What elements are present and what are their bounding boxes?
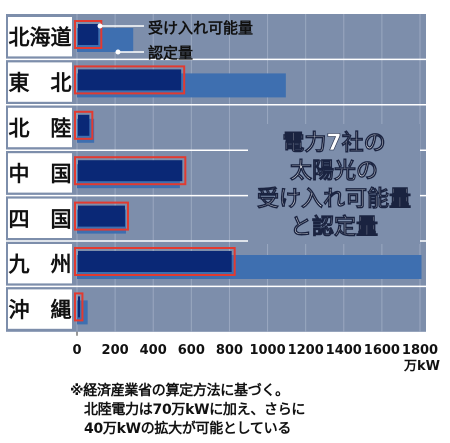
chart-title-line: と認定量 [290, 214, 378, 240]
bar-accepted [78, 24, 99, 45]
category-label-box [8, 17, 72, 57]
category-label: 北海道 [9, 26, 72, 50]
x-tick-label: 400 [140, 343, 167, 358]
bar-accepted-outline [74, 247, 236, 276]
bar-accepted [78, 160, 183, 182]
chart-title-line: 受け入れ可能量 [257, 186, 411, 212]
footnote-line-1: ※経済産業省の算定方法に基づく。 [70, 383, 289, 399]
category-label: 九 州 [8, 253, 72, 277]
footnote-line-3: 40万kWの拡大が可能としている [84, 421, 292, 437]
category-label: 沖 縄 [9, 298, 72, 322]
category-label-box [8, 107, 72, 148]
category-label: 中 国 [9, 162, 72, 186]
category-label-box [8, 153, 72, 193]
category-label: 北 陸 [9, 117, 72, 141]
category-label-box [8, 244, 72, 284]
legend-label-certified: 認定量 [148, 44, 193, 62]
bar-accepted-outline [74, 110, 94, 140]
legend-label-accepted: 受け入れ可能量 [148, 19, 253, 37]
category-label: 四 国 [9, 207, 72, 231]
x-tick-label: 1600 [364, 343, 400, 358]
x-tick-label: 0 [72, 343, 81, 358]
x-tick-label: 1200 [288, 343, 324, 358]
bar-accepted [78, 296, 80, 318]
x-tick-label: 1000 [249, 343, 285, 358]
category-label-box [8, 198, 72, 238]
chart-title-line: 電力7社の [282, 130, 385, 156]
x-axis-unit: 万kW [403, 359, 440, 374]
bar-accepted-outline [74, 201, 129, 231]
legend-dot-accepted [97, 23, 103, 29]
chart-title-line: 太陽光の [290, 159, 378, 184]
bar-accepted [78, 114, 90, 136]
category-label-box [8, 289, 72, 329]
x-tick-label: 1800 [402, 343, 438, 358]
chart-title-box [248, 124, 420, 244]
x-tick-label: 800 [216, 343, 243, 358]
category-label: 東 北 [9, 71, 72, 95]
x-tick-label: 1400 [326, 343, 362, 358]
bar-accepted-outline [74, 156, 187, 186]
bar-accepted-outline [74, 292, 84, 322]
bar-accepted-outline [74, 65, 186, 95]
x-tick-label: 600 [178, 343, 205, 358]
bar-accepted-outline [74, 20, 103, 49]
bar-accepted [78, 205, 125, 227]
footnote-line-2: 北陸電力は70万kWに加え、さらに [84, 402, 306, 418]
bar-accepted [78, 251, 232, 272]
legend-dot-certified [115, 49, 121, 55]
category-label-box [8, 62, 72, 102]
x-tick-label: 200 [102, 343, 129, 358]
bar-accepted [78, 69, 182, 91]
